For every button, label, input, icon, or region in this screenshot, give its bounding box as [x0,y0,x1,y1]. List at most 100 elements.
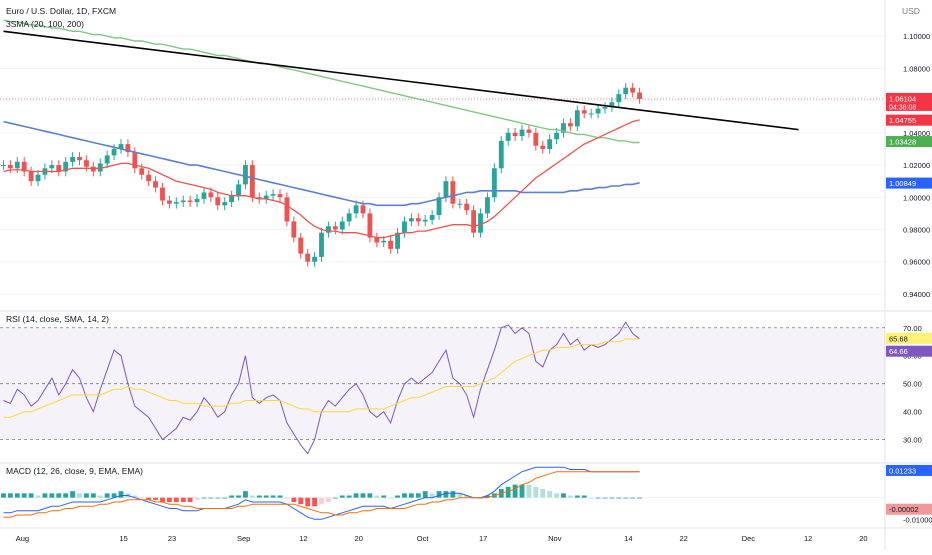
candle-body [270,194,276,196]
trendline [3,30,799,131]
candle-body [208,192,214,198]
candle-body [77,157,82,161]
rsi-badge [886,332,932,344]
time-tick-label: Dec [742,534,756,543]
macd-histogram-bar [581,495,587,498]
sma200-line [3,19,640,144]
candle-body [146,174,152,182]
macd-histogram-bar [70,491,76,498]
candle-body [139,168,145,175]
candle-body [491,168,497,198]
time-tick-label: Aug [16,534,29,543]
macd-histogram-bar [173,497,179,502]
macd-histogram-bar [395,495,400,498]
candle-body [567,123,573,127]
candle-body [436,197,442,215]
macd-histogram-bar [21,493,27,498]
candle-body [602,107,608,109]
candle-body [630,87,636,93]
candle-body [402,221,407,233]
candle-body [160,187,165,201]
macd-histogram-bar [243,491,248,498]
candle-body [623,87,629,95]
macd-histogram-bar [35,495,41,498]
macd-histogram-bar [332,497,338,499]
candle-body [222,202,228,206]
time-tick-label: 15 [119,534,127,543]
candle-body [180,200,186,203]
candle-body [478,213,483,233]
candle-body [415,218,421,222]
candle-body [381,240,387,243]
candle-body [581,110,587,114]
macd-badge-label: 0.01233 [889,466,916,475]
candle-body [132,152,138,169]
macd-histogram-bar [166,497,172,502]
macd-histogram-bar [263,495,269,498]
time-tick-label: 22 [679,534,687,543]
candle-body [298,237,304,254]
candle-body [28,171,34,182]
candle-body [63,161,69,172]
macd-histogram-bar [381,495,387,498]
macd-histogram-bar [526,484,532,498]
price-badge-label: 1.06104 [889,94,916,103]
macd-histogram-bar [1,493,6,498]
macd-histogram-bar [270,495,276,498]
macd-histogram-bar [547,491,553,498]
sma-legend: 3SMA (20, 100, 200) [6,19,84,29]
macd-histogram-bar [305,497,311,507]
macd-histogram-bar [609,497,615,499]
price-badge-label: 1.04755 [889,116,916,125]
price-tick-label: 0.98000 [903,226,930,235]
macd-histogram-bar [63,493,69,498]
candle-body [319,232,324,257]
macd-histogram-bar [408,493,414,498]
price-badge [886,136,932,148]
macd-histogram-bar [222,497,228,499]
macd-histogram-bar [429,493,435,498]
macd-histogram-bar [215,497,221,499]
candle-body [243,165,248,185]
price-badge [886,114,932,126]
candle-body [166,200,172,204]
macd-histogram-bar [512,484,518,498]
macd-histogram-bar [339,495,345,498]
rsi-sma-line [3,338,640,418]
macd-tick-label: -0.01000 [903,515,932,524]
macd-histogram-bar [595,497,601,499]
candle-body [325,226,331,233]
macd-badge [886,503,932,515]
currency-label: USD [902,6,920,16]
price-tick-label: 1.10000 [903,32,930,41]
price-tick-label: 1.08000 [903,64,930,73]
macd-histogram-bar [49,493,55,498]
macd-histogram-bar [180,497,186,502]
macd-histogram-bar [464,495,470,498]
candle-body [84,160,89,167]
macd-histogram-bar [457,493,463,498]
macd-histogram-bar [298,497,304,505]
macd-histogram-bar [616,497,622,499]
rsi-tick-label: 30.00 [903,436,922,445]
macd-histogram-bar [14,493,20,498]
time-tick-label: 20 [859,534,867,543]
macd-histogram-bar [623,497,629,499]
time-tick-label: 20 [355,534,363,543]
candle-body [215,197,221,206]
price-badge-label: 1.00849 [889,179,916,188]
candle-body [97,163,103,172]
candle-body [7,165,13,169]
macd-badge-label: -0.00002 [889,505,919,514]
macd-histogram-bar [360,493,366,498]
candle-body [49,165,55,169]
candle-body [14,161,20,169]
countdown-label: 04:36:08 [889,104,916,111]
rsi-band [0,327,885,440]
macd-histogram-bar [346,495,352,498]
macd-signal-line [3,471,640,518]
candle-body [360,205,366,214]
macd-histogram-bar [637,497,642,499]
